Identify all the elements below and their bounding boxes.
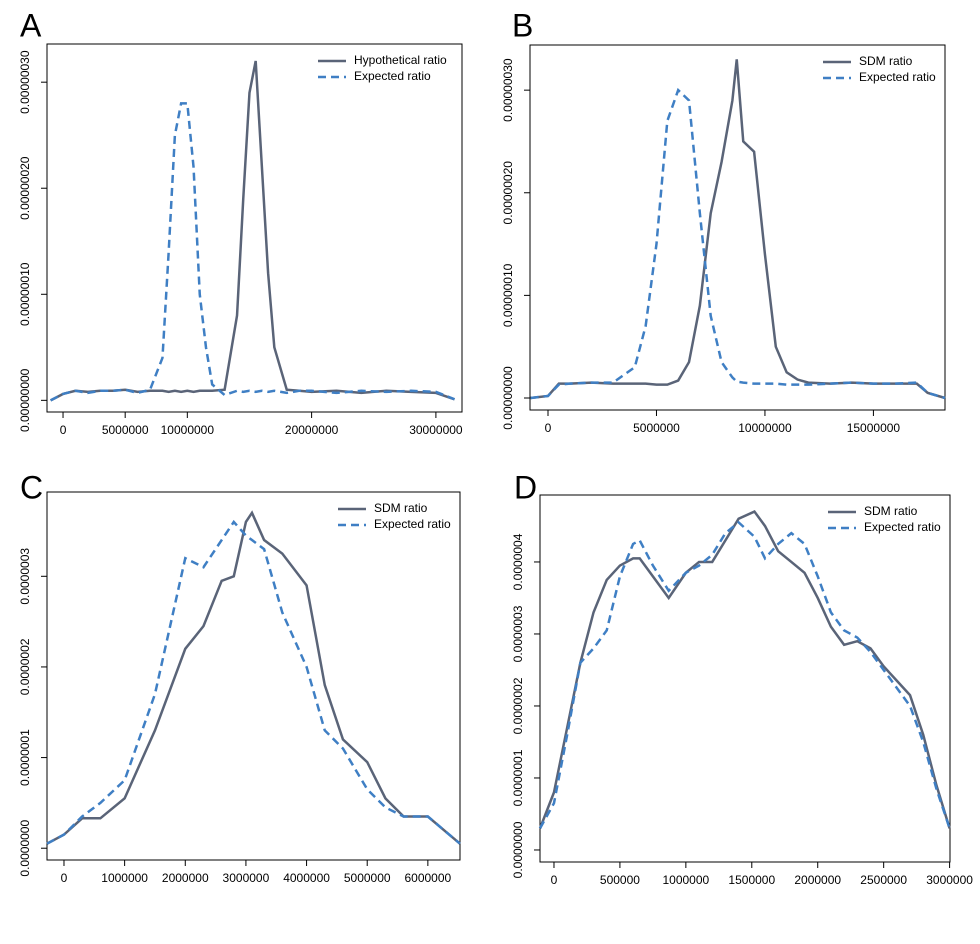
x-tick-label: 3000000 (926, 873, 973, 887)
x-tick-label: 2500000 (860, 873, 907, 887)
density-line (46, 519, 461, 845)
x-tick-label: 20000000 (285, 423, 339, 437)
x-tick-label: 5000000 (633, 421, 680, 435)
y-tick-label: 0.0000000 (511, 821, 525, 878)
density-line (50, 60, 455, 402)
x-tick-label: 2000000 (162, 871, 209, 885)
density-line (50, 102, 456, 402)
x-tick-label: 0 (551, 873, 558, 887)
y-tick-label: 0.0000002 (18, 638, 32, 695)
density-line (538, 510, 951, 829)
x-tick-label: 5000000 (102, 423, 149, 437)
x-tick-label: 30000000 (409, 423, 463, 437)
x-tick-label: 6000000 (404, 871, 451, 885)
x-tick-label: 4000000 (283, 871, 330, 885)
x-tick-label: 15000000 (847, 421, 901, 435)
x-tick-label: 1000000 (662, 873, 709, 887)
plot-frame (46, 43, 463, 413)
panel-label: B (512, 7, 533, 43)
density-line (530, 87, 946, 400)
legend-label: Expected ratio (864, 520, 941, 534)
y-tick-label: 0.0000004 (511, 533, 525, 590)
density-line (46, 510, 461, 845)
x-tick-label: 1000000 (101, 871, 148, 885)
legend-label: SDM ratio (374, 501, 428, 515)
y-tick-label: 0.00000020 (501, 161, 515, 225)
x-tick-label: 2000000 (794, 873, 841, 887)
legend-label: SDM ratio (864, 504, 918, 518)
y-tick-label: 0.0000003 (18, 548, 32, 605)
y-tick-label: 0.00000030 (501, 58, 515, 122)
plot-frame (46, 491, 461, 861)
y-tick-label: 0.00000000 (501, 366, 515, 430)
y-tick-label: 0.00000010 (18, 262, 32, 326)
y-tick-label: 0.00000010 (501, 263, 515, 327)
y-tick-label: 0.0000002 (511, 677, 525, 734)
plot-frame (529, 44, 946, 411)
y-tick-label: 0.00000000 (18, 368, 32, 432)
x-tick-label: 10000000 (738, 421, 792, 435)
legend-label: Expected ratio (354, 69, 431, 83)
panel-label: C (20, 469, 43, 505)
x-tick-label: 0 (60, 423, 67, 437)
y-tick-label: 0.0000001 (511, 749, 525, 806)
x-tick-label: 500000 (600, 873, 640, 887)
x-tick-label: 0 (545, 421, 552, 435)
panel-label: D (514, 469, 537, 505)
panel-label: A (20, 7, 42, 43)
plot-frame (539, 494, 951, 863)
x-tick-label: 3000000 (223, 871, 270, 885)
legend-label: SDM ratio (859, 54, 913, 68)
y-tick-label: 0.0000003 (511, 605, 525, 662)
x-tick-label: 0 (61, 871, 68, 885)
x-tick-label: 1500000 (728, 873, 775, 887)
legend-label: Expected ratio (859, 70, 936, 84)
density-line (538, 520, 951, 829)
y-tick-label: 0.0000000 (18, 820, 32, 877)
y-tick-label: 0.00000020 (18, 156, 32, 220)
y-tick-label: 0.0000001 (18, 729, 32, 786)
x-tick-label: 5000000 (344, 871, 391, 885)
density-line (530, 59, 946, 400)
legend-label: Hypothetical ratio (354, 53, 447, 67)
y-tick-label: 0.00000030 (18, 50, 32, 114)
x-tick-label: 10000000 (161, 423, 215, 437)
legend-label: Expected ratio (374, 517, 451, 531)
